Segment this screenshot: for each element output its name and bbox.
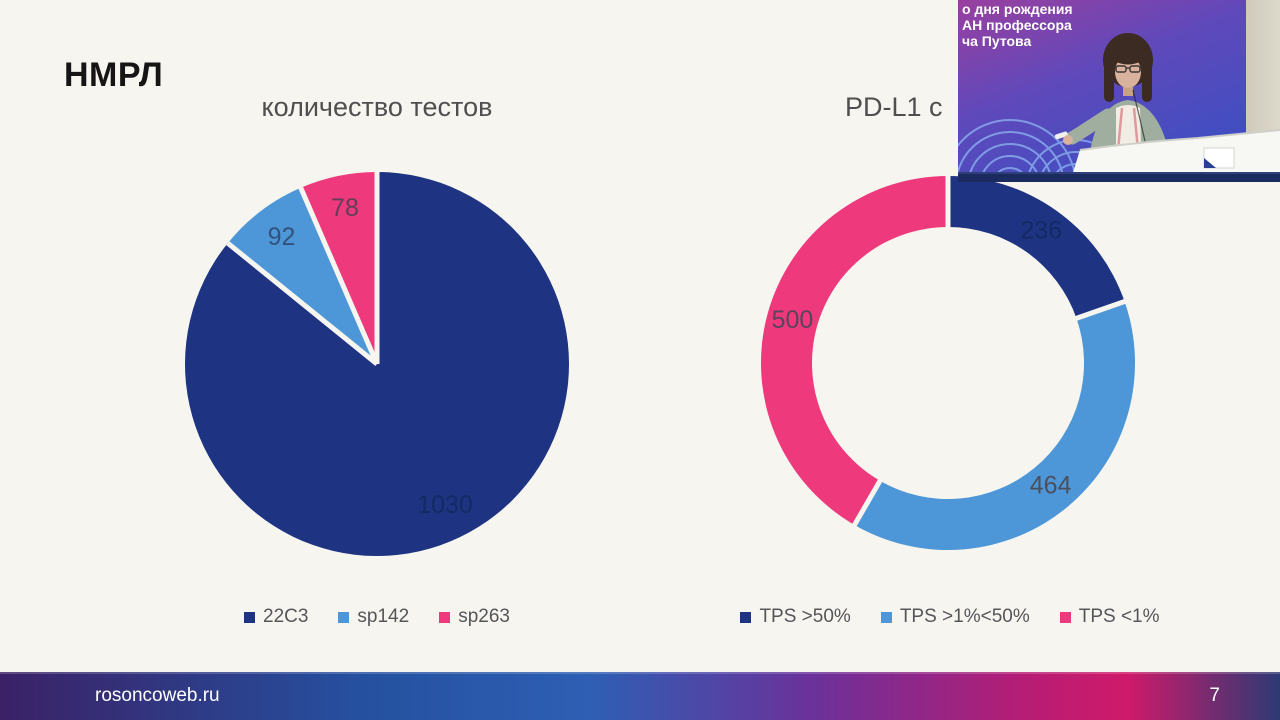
slice-value-label: 464 [1030,472,1072,500]
segment-divider [850,476,885,529]
presenter-clicker [1054,131,1068,140]
legend-label: 22C3 [263,606,309,627]
pdl1-donut-chart: 236 464 500 [760,173,1136,551]
legend-color-swatch [439,611,451,623]
legend-label: TPS <1% [1078,606,1160,627]
pie-slice-sp142 [227,187,377,364]
backdrop-caption-line1: о дня рождения [962,1,1073,17]
slice-value-label: 92 [268,223,296,251]
presenter-hand [1063,135,1073,145]
right-chart-title: PD-L1 с [845,92,943,122]
legend-label: sp263 [458,606,510,627]
slice-value-label: 236 [1020,216,1062,244]
legend-item: TPS >1%<50% [880,606,1030,628]
left-chart-title: количество тестов [261,92,493,122]
legend-color-swatch [244,611,255,623]
right-chart-legend: TPS >50% TPS >1%<50% TPS <1% [690,606,1210,628]
backdrop-caption: о дня рождения АН профессора ча Путова [962,1,1073,49]
presenter-hair-right [1142,60,1152,102]
segment-divider [226,241,379,366]
presenter-glasses [1115,65,1141,73]
legend-color-swatch [1059,611,1071,623]
backdrop-caption-line2: АН профессора [962,17,1072,33]
slice-value-label: 1030 [417,491,473,519]
legend-color-swatch [740,611,752,623]
segment-divider [298,186,380,365]
legend-label: TPS >1%<50% [899,606,1030,627]
legend-item: TPS >50% [740,606,851,628]
presenter-neck [1123,82,1133,96]
podium-sign-logo [1204,158,1216,168]
speaker-video-frame: о дня рождения АН профессора ча Путова [958,0,1280,182]
footer-page-number: 7 [1209,685,1220,706]
legend-item: TPS <1% [1059,606,1160,628]
presenter-fringe [1114,54,1142,65]
footer-website: rosoncoweb.ru [95,685,220,706]
desk-edge-highlight [958,172,1280,174]
footer-bar: rosoncoweb.ru 7 [0,672,1280,720]
legend-item: sp142 [338,606,409,628]
legend-label: TPS >50% [759,606,851,627]
legend-color-swatch [880,611,892,623]
tests-pie-chart: 1030 92 78 [185,172,570,556]
donut-segment-tps-1- [760,176,948,525]
legend-color-swatch [338,611,350,623]
podium [1070,129,1280,182]
left-chart-legend: 22C3 sp142 sp263 [165,606,589,628]
slice-value-label: 500 [772,306,814,334]
legend-item: sp263 [439,606,510,628]
speaker-video-overlay: о дня рождения АН профессора ча Путова [958,0,1280,182]
donut-segment-tps-1-50- [854,301,1136,551]
desk-edge [958,173,1280,182]
legend-item: 22C3 [244,606,308,628]
presenter-arm [1065,108,1115,145]
donut-segment-tps-50- [948,176,1125,319]
segment-divider [1071,298,1129,322]
presenter-hair-left [1104,60,1114,102]
slice-value-label: 78 [331,194,359,222]
slide-title: НМРЛ [64,56,164,94]
presenter-face [1115,56,1141,88]
legend-label: sp142 [357,606,410,627]
backdrop-caption-line3: ча Путова [962,33,1031,49]
